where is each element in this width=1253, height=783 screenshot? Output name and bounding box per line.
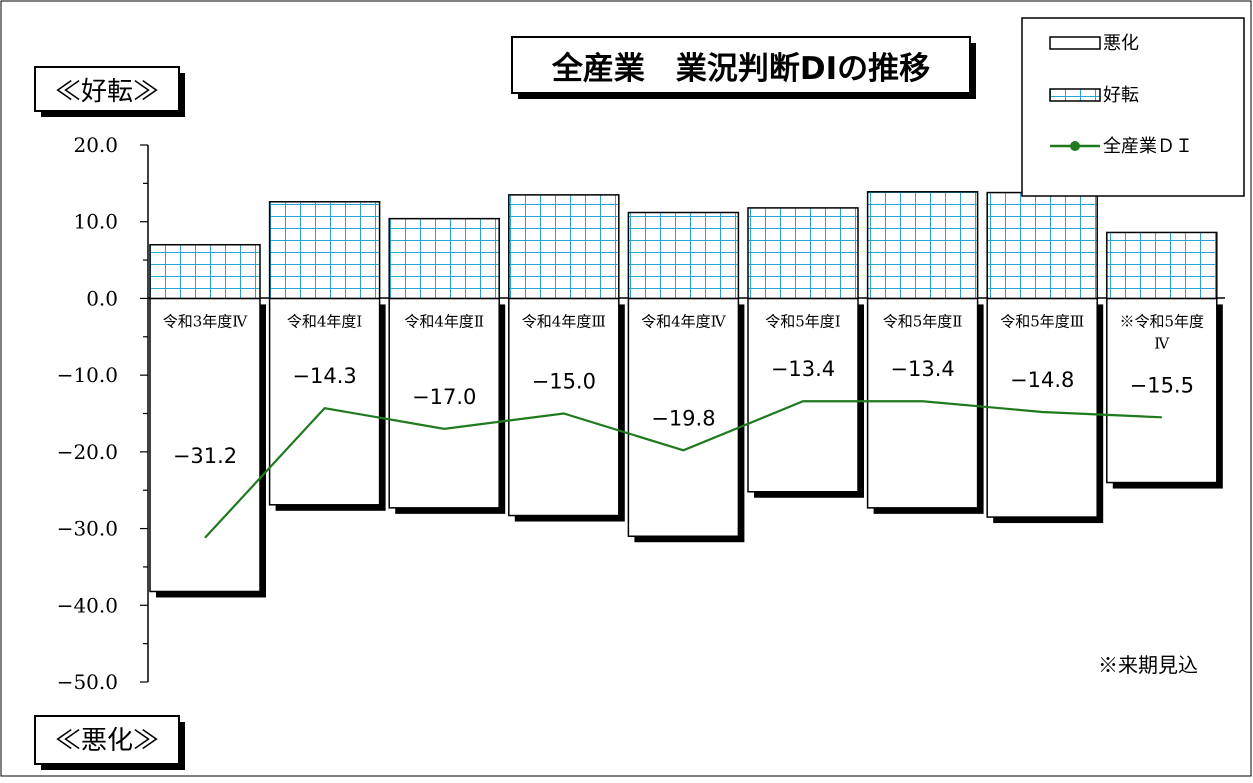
bars-layer [149,191,1223,598]
category-label: 令和4年度Ⅱ [404,312,484,330]
upper-label-box: ≪好転≫ [34,66,185,117]
bar-worsen [747,297,859,493]
di-data-label: −17.0 [412,385,476,409]
category-label: 令和4年度Ⅰ [287,312,363,330]
di-data-label: −13.4 [890,357,954,381]
bar-improve [149,243,261,300]
legend: 悪化 好転 全産業ＤＩ [1021,17,1245,197]
y-tick-label: −20.0 [57,440,118,464]
y-tick-label: 0.0 [86,286,118,310]
di-data-label: −14.3 [292,364,356,388]
bar-worsen [627,297,740,537]
y-tick-label: 20.0 [73,133,118,157]
footnote: ※来期見込 [1098,653,1198,677]
category-label: 令和5年度Ⅱ [883,312,963,330]
di-data-label: −19.8 [651,406,715,430]
bar-improve [268,201,381,300]
bar-improve [388,217,500,300]
bar-improve [508,194,620,300]
bar-worsen [388,297,500,509]
category-label: Ⅳ [1154,334,1170,352]
category-label: 令和4年度Ⅲ [522,312,606,330]
bar-worsen [149,297,261,593]
di-line-layer: −31.2 −14.3 −17.0 −15.0 −19.8 −13.4 −13.4 −14.8… [173,357,1194,539]
bar-worsen [866,297,979,509]
y-axis-ticks: 20.0 10.0 0.0 −10.0 −20.0 −30.0 −40.0 −50.0 [57,133,148,694]
di-data-label: −13.4 [771,357,835,381]
category-label: 令和5年度Ⅲ [1000,312,1084,330]
y-tick-label: −30.0 [57,517,118,541]
di-data-label: −15.5 [1130,373,1194,397]
di-data-label: −31.2 [173,444,237,468]
y-tick-label: −40.0 [57,593,118,617]
bar-improve [1106,231,1218,300]
category-label: 令和5年度Ⅰ [765,312,841,330]
legend-label-improve: 好転 [1103,85,1139,106]
bar-worsen [508,297,620,517]
legend-label-worsen: 悪化 [1103,33,1139,54]
category-label: ※令和5年度 [1120,312,1205,330]
bar-improve [866,191,979,300]
bar-improve [986,191,1098,300]
category-label: 令和3年度Ⅳ [163,312,249,330]
category-label: 令和4年度Ⅳ [641,312,727,330]
y-tick-label: −50.0 [57,670,118,694]
bar-worsen [1106,297,1218,484]
di-line [204,400,1162,539]
legend-label-di: 全産業ＤＩ [1103,136,1193,157]
upper-label: ≪好転≫ [55,77,159,107]
bar-improve [627,211,740,300]
chart-title: 全産業 業況判断DIの推移 [551,51,930,87]
lower-label: ≪悪化≫ [55,726,159,756]
di-data-label: −15.0 [532,370,596,394]
y-tick-label: 10.0 [73,210,118,234]
legend-swatch-improve [1049,88,1101,102]
lower-label-box: ≪悪化≫ [34,715,185,770]
legend-swatch-di-marker [1070,141,1080,151]
di-data-label: −14.8 [1010,368,1074,392]
bar-improve [747,207,859,300]
y-tick-label: −10.0 [57,363,118,387]
bar-worsen [268,297,381,506]
legend-swatch-worsen [1049,36,1101,50]
title-box: 全産業 業況判断DIの推移 [511,36,976,99]
category-labels: 令和3年度Ⅳ 令和4年度Ⅰ 令和4年度Ⅱ 令和4年度Ⅲ 令和4年度Ⅳ 令和5年度Ⅰ 令和5年… [163,312,1204,352]
